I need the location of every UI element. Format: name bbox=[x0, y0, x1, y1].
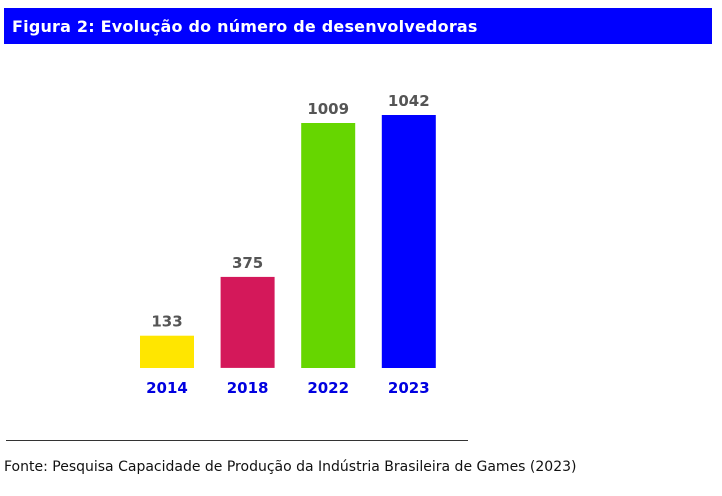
figure-title: Figura 2: Evolução do número de desenvol… bbox=[12, 16, 478, 36]
source-note: Fonte: Pesquisa Capacidade de Produção d… bbox=[4, 459, 577, 475]
value-label-2018: 375 bbox=[232, 254, 263, 272]
bar-2023 bbox=[381, 115, 436, 368]
value-label-2023: 1042 bbox=[388, 92, 430, 110]
value-label-2014: 133 bbox=[151, 313, 182, 331]
category-label-2023: 2023 bbox=[388, 379, 430, 397]
bar-2018 bbox=[220, 276, 275, 368]
bar-chart: 133 2014 375 2018 1009 2022 1042 2023 bbox=[140, 92, 436, 397]
category-label-2014: 2014 bbox=[146, 379, 188, 397]
category-label-2022: 2022 bbox=[307, 379, 349, 397]
bar-2014 bbox=[140, 335, 194, 368]
bar-2022 bbox=[301, 123, 356, 368]
category-label-2018: 2018 bbox=[227, 379, 269, 397]
figure-title-bar: Figura 2: Evolução do número de desenvol… bbox=[4, 8, 712, 44]
footer-divider bbox=[6, 440, 468, 441]
value-label-2022: 1009 bbox=[307, 100, 349, 118]
